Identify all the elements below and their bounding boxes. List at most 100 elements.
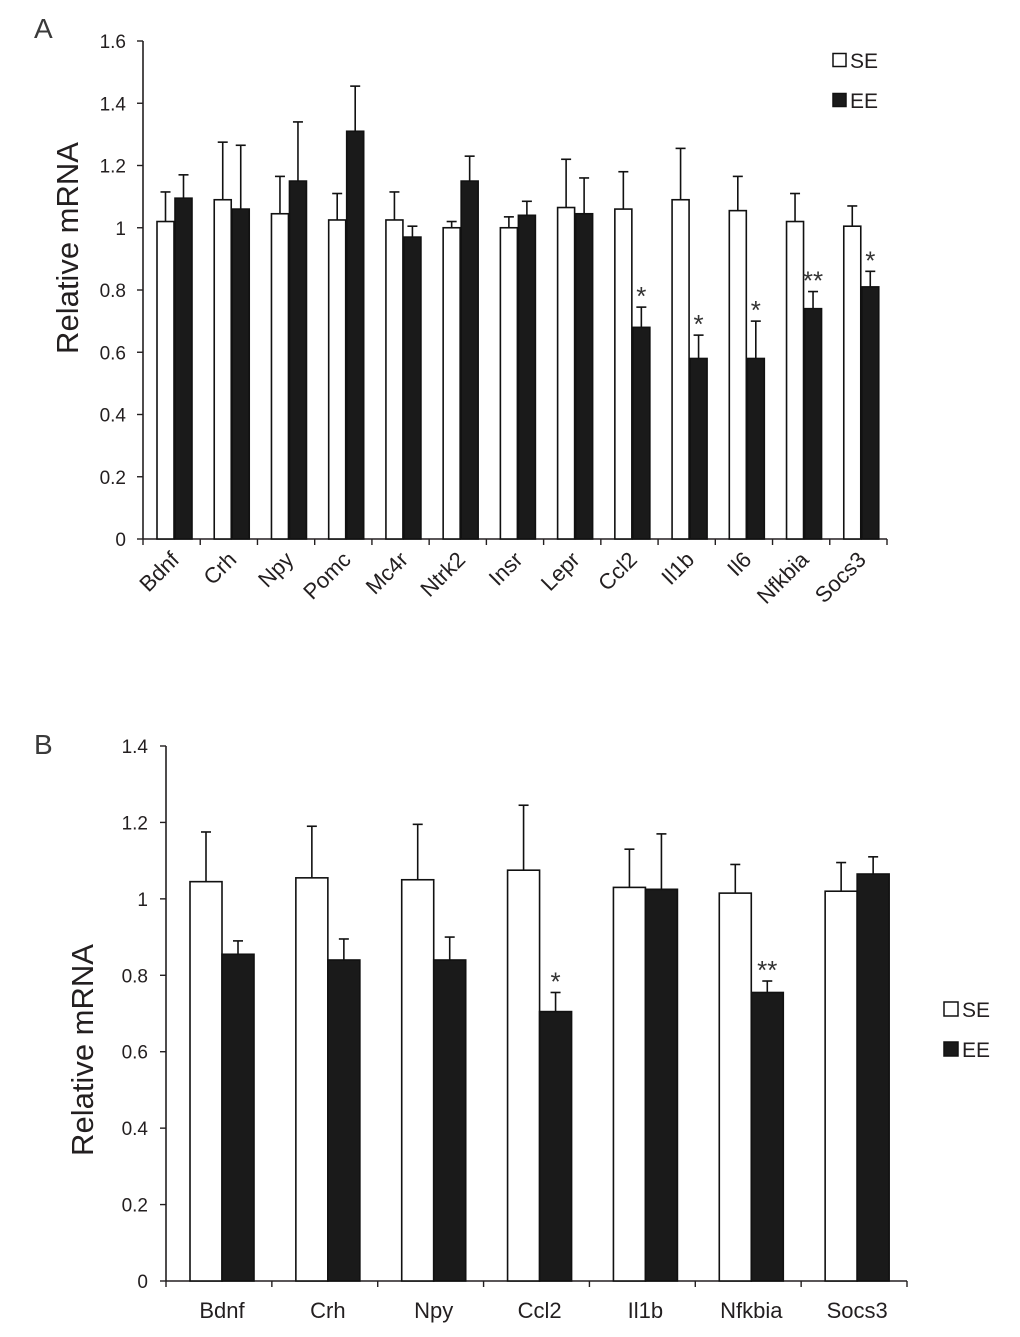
x-tick-label: Bdnf [199, 1298, 245, 1323]
bar-ee-bdnf [221, 953, 255, 1282]
y-tick-label: 1.2 [100, 157, 126, 178]
significance-marker: ** [803, 266, 823, 296]
bar-ee-pomc [345, 130, 365, 540]
x-tick-label: Nfkbia [752, 546, 814, 608]
bar-se-il6 [728, 209, 748, 540]
bar-se-nfkbia [718, 892, 753, 1282]
x-tick-label: Pomc [298, 547, 355, 604]
y-tick-label: 0.4 [122, 1119, 149, 1140]
x-tick-label: Crh [310, 1298, 345, 1323]
bar-ee-crh [231, 208, 251, 540]
x-tick-label: Lepr [536, 547, 585, 596]
y-tick-label: 0.6 [122, 1043, 148, 1064]
y-tick-label: 0 [115, 530, 126, 551]
bar-ee-socs3 [860, 286, 880, 540]
legend-swatch-se [943, 1001, 959, 1017]
y-tick-label: 0.2 [122, 1196, 148, 1217]
y-tick-label: 1 [137, 890, 148, 911]
bar-ee-npy [288, 180, 308, 540]
legend-label-ee: EE [962, 1039, 990, 1062]
x-tick-label: Socs3 [827, 1298, 888, 1323]
bar-ee-ntrk2 [460, 180, 479, 540]
significance-marker: * [751, 295, 761, 325]
legend-swatch-ee [832, 92, 847, 108]
bar-se-bdnf [156, 220, 175, 540]
x-tick-label: Socs3 [810, 547, 871, 608]
y-tick-label: 1.6 [100, 32, 126, 53]
x-tick-label: Ntrk2 [415, 547, 470, 602]
bar-ee-npy [432, 959, 467, 1282]
bar-se-lepr [556, 206, 576, 540]
x-tick-label: Ccl2 [518, 1298, 562, 1323]
bar-ee-ccl2 [632, 326, 651, 540]
bar-se-il1b [671, 198, 690, 540]
panel-label: A [34, 13, 53, 44]
bar-ee-ccl2 [538, 1010, 573, 1282]
x-tick-label: Npy [414, 1298, 453, 1323]
x-tick-label: Il1b [628, 1298, 663, 1323]
significance-marker: * [865, 245, 875, 275]
bar-ee-il1b [644, 888, 679, 1282]
y-tick-label: 0.4 [100, 406, 127, 427]
bar-ee-il1b [689, 357, 708, 540]
bar-ee-lepr [574, 212, 594, 540]
bar-se-socs3 [842, 225, 862, 540]
bar-se-npy [400, 878, 435, 1282]
bar-se-insr [499, 226, 519, 540]
bar-se-ccl2 [614, 208, 633, 540]
legend-label-ee: EE [850, 90, 878, 113]
chart-panel-b: B Relative mRNA 0 0.2 0.4 0.6 0.8 1 1.2 1.4 Bdnf Cr… [34, 729, 990, 1323]
bar-ee-nfkbia [803, 307, 823, 540]
y-tick-label: 0.8 [122, 966, 148, 987]
x-tick-label: Crh [199, 547, 242, 590]
x-tick-label: Mc4r [361, 547, 413, 599]
legend: SE EE [832, 50, 878, 113]
bar-se-pomc [327, 219, 347, 540]
bar-ee-il6 [746, 357, 766, 540]
bar-ee-nfkbia [750, 991, 785, 1282]
x-tick-label: Bdnf [134, 546, 184, 596]
x-tick-label: Nfkbia [720, 1298, 783, 1323]
y-tick-label: 0.2 [100, 468, 126, 489]
panel-label: B [34, 729, 53, 760]
significance-marker: * [694, 309, 704, 339]
bar-se-ntrk2 [442, 226, 461, 540]
bar-ee-crh [327, 959, 361, 1282]
bar-ee-bdnf [174, 197, 193, 540]
y-tick-label: 1.4 [100, 94, 127, 115]
y-tick-label: 1.4 [122, 737, 149, 758]
y-tick-label: 1.2 [122, 813, 148, 834]
significance-marker: * [551, 966, 561, 996]
chart-panel-a: A Relative mRNA 0 0.2 0.4 0.6 0.8 1 1.2 1.4 1.6 Bdn… [34, 13, 888, 609]
bar-se-il1b [612, 886, 647, 1282]
bar-se-npy [270, 212, 290, 540]
y-tick-label: 0.8 [100, 281, 126, 302]
y-tick-label: 1 [115, 219, 126, 240]
bar-se-ccl2 [506, 869, 541, 1282]
bar-se-socs3 [824, 890, 858, 1282]
y-axis-label: Relative mRNA [65, 944, 100, 1156]
x-tick-label: Il6 [722, 547, 756, 581]
bar-ee-mc4r [403, 236, 422, 540]
legend-swatch-ee [943, 1041, 959, 1057]
x-tick-label: Il1b [656, 547, 699, 590]
y-tick-label: 0 [137, 1272, 148, 1293]
legend-label-se: SE [850, 50, 878, 73]
bar-se-bdnf [189, 880, 223, 1282]
legend: SE EE [943, 999, 990, 1062]
significance-marker: * [636, 281, 646, 311]
legend-swatch-se [832, 52, 847, 68]
bar-ee-socs3 [856, 873, 890, 1282]
significance-marker: ** [757, 955, 777, 985]
bar-se-nfkbia [785, 220, 805, 540]
y-axis-label: Relative mRNA [50, 142, 85, 354]
bar-ee-insr [517, 214, 537, 540]
bar-se-crh [295, 877, 329, 1282]
x-tick-label: Ccl2 [593, 547, 642, 596]
bar-se-mc4r [385, 219, 404, 540]
y-tick-label: 0.6 [100, 343, 126, 364]
bar-se-crh [213, 198, 233, 540]
legend-label-se: SE [962, 999, 990, 1022]
x-tick-label: Npy [253, 547, 298, 592]
